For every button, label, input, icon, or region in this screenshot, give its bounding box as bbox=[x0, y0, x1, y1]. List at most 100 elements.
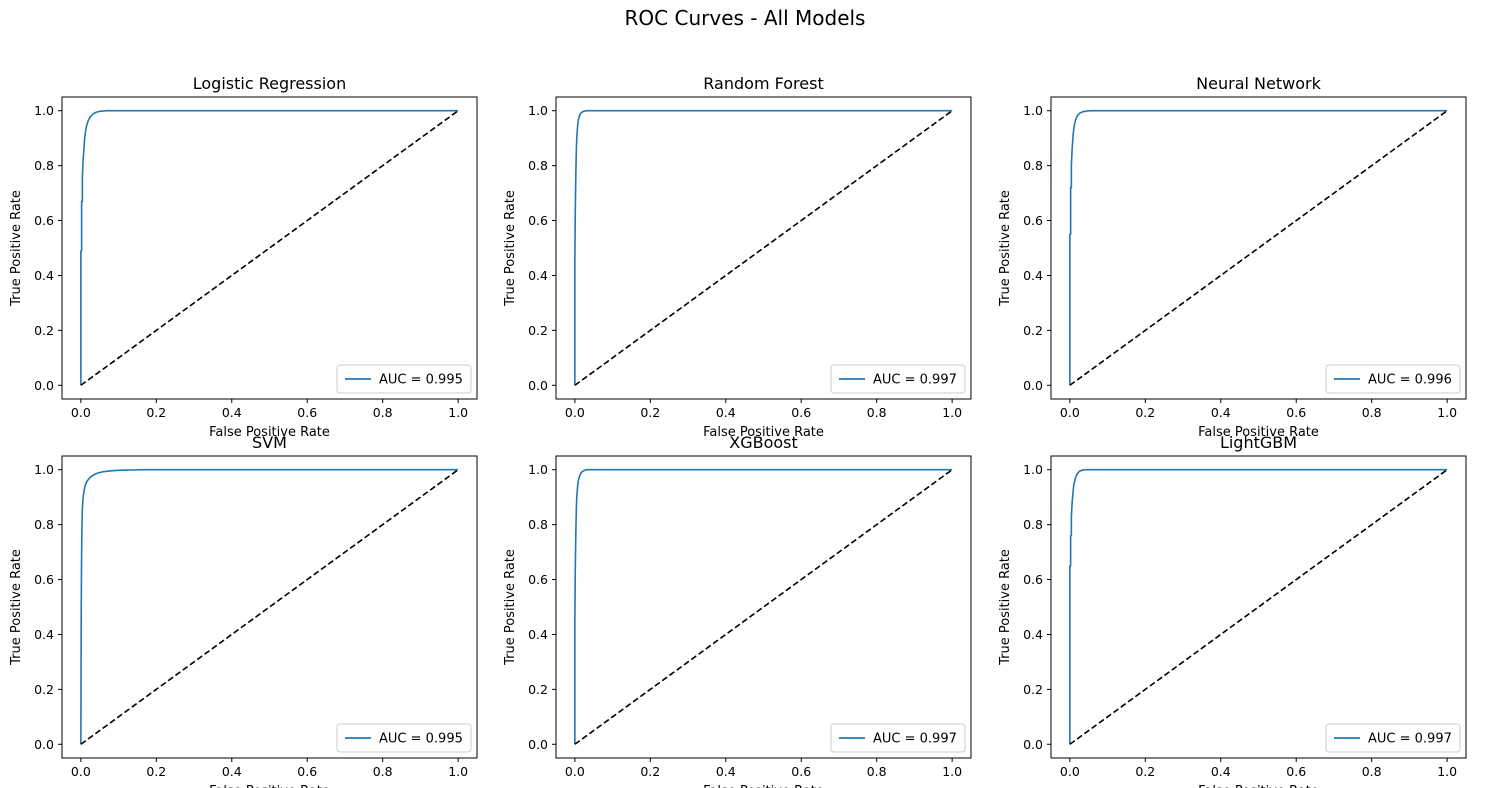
x-tick-label: 0.2 bbox=[640, 405, 660, 420]
y-tick-label: 0.0 bbox=[1023, 378, 1043, 393]
subplot-title: Random Forest bbox=[703, 74, 823, 93]
y-tick-label: 1.0 bbox=[34, 462, 54, 477]
y-axis-label: True Positive Rate bbox=[998, 549, 1013, 666]
subplot-grid: Logistic Regression 0.0 0.2 0.4 0.6 0.8 1.0 0.0… bbox=[9, 74, 1467, 788]
y-tick-label: 0.8 bbox=[1023, 158, 1043, 173]
x-tick-label: 0.6 bbox=[297, 405, 317, 420]
y-tick-label: 0.8 bbox=[528, 158, 548, 173]
plot-area bbox=[80, 109, 459, 386]
axes-frame bbox=[61, 455, 478, 759]
y-tick-label: 0.6 bbox=[528, 213, 548, 228]
x-axis-label: False Positive Rate bbox=[1198, 425, 1319, 440]
y-tick-label: 0.0 bbox=[34, 737, 54, 752]
plot-area bbox=[1069, 109, 1448, 386]
subplot-title: Logistic Regression bbox=[193, 74, 346, 93]
subplot-5: XGBoost 0.0 0.2 0.4 0.6 0.8 1.0 0.0 0.2 0.4 0.6 0.8… bbox=[503, 433, 972, 788]
subplot-title: SVM bbox=[252, 433, 287, 452]
x-axis-label: False Positive Rate bbox=[703, 425, 824, 440]
plot-area bbox=[1069, 468, 1448, 745]
y-tick-label: 0.2 bbox=[34, 682, 54, 697]
legend-label: AUC = 0.997 bbox=[873, 373, 957, 388]
y-tick-label: 0.6 bbox=[34, 213, 54, 228]
legend: AUC = 0.997 bbox=[830, 364, 966, 394]
y-tick-label: 1.0 bbox=[1023, 103, 1043, 118]
y-tick-label: 0.4 bbox=[34, 627, 54, 642]
x-tick-label: 1.0 bbox=[942, 764, 962, 779]
legend-label: AUC = 0.997 bbox=[873, 732, 957, 747]
legend-label: AUC = 0.997 bbox=[1368, 732, 1452, 747]
axes-frame bbox=[555, 96, 972, 400]
y-axis-label: True Positive Rate bbox=[503, 549, 518, 666]
x-tick-label: 0.4 bbox=[222, 405, 242, 420]
baseline-diagonal bbox=[574, 110, 953, 386]
y-tick-label: 0.2 bbox=[34, 323, 54, 338]
x-tick-label: 1.0 bbox=[942, 405, 962, 420]
y-axis-label: True Positive Rate bbox=[998, 190, 1013, 307]
x-tick-label: 0.6 bbox=[791, 764, 811, 779]
y-axis-label: True Positive Rate bbox=[503, 190, 518, 307]
x-tick-label: 0.4 bbox=[1211, 405, 1231, 420]
x-tick-label: 0.4 bbox=[1211, 764, 1231, 779]
y-tick-label: 0.4 bbox=[1023, 268, 1043, 283]
y-tick-label: 1.0 bbox=[528, 103, 548, 118]
baseline-diagonal bbox=[1069, 110, 1448, 386]
y-tick-label: 0.0 bbox=[34, 378, 54, 393]
subplot-4: SVM 0.0 0.2 0.4 0.6 0.8 1.0 0.0 0.2 0.4 0.6 0.8 1.0 F… bbox=[9, 433, 478, 788]
roc-curve bbox=[1069, 109, 1448, 386]
y-tick-label: 0.2 bbox=[528, 323, 548, 338]
x-tick-label: 1.0 bbox=[448, 405, 468, 420]
baseline-diagonal bbox=[80, 110, 459, 386]
y-tick-label: 0.8 bbox=[34, 517, 54, 532]
subplot-6: LightGBM 0.0 0.2 0.4 0.6 0.8 1.0 0.0 0.2 0.4 0.6 0.… bbox=[998, 433, 1467, 788]
legend-box bbox=[830, 364, 966, 394]
x-tick-label: 0.0 bbox=[1060, 764, 1080, 779]
subplot-1: Logistic Regression 0.0 0.2 0.4 0.6 0.8 1.0 0.0… bbox=[9, 74, 478, 440]
plot-area bbox=[80, 468, 459, 745]
legend: AUC = 0.995 bbox=[336, 364, 472, 394]
y-tick-label: 1.0 bbox=[528, 462, 548, 477]
x-tick-label: 0.0 bbox=[71, 764, 91, 779]
legend-label: AUC = 0.996 bbox=[1368, 373, 1452, 388]
legend: AUC = 0.997 bbox=[830, 723, 966, 753]
legend-label: AUC = 0.995 bbox=[379, 732, 463, 747]
y-tick-label: 0.4 bbox=[528, 627, 548, 642]
roc-curve bbox=[80, 109, 459, 386]
plot-area bbox=[574, 109, 953, 386]
subplot-title: XGBoost bbox=[729, 433, 798, 452]
subplot-3: Neural Network 0.0 0.2 0.4 0.6 0.8 1.0 0.0 0.2 0.… bbox=[998, 74, 1467, 440]
y-tick-label: 0.0 bbox=[528, 378, 548, 393]
axes-frame bbox=[1050, 455, 1467, 759]
roc-curve bbox=[574, 468, 953, 745]
plot-area bbox=[574, 468, 953, 745]
x-tick-label: 0.2 bbox=[146, 405, 166, 420]
legend: AUC = 0.996 bbox=[1325, 364, 1461, 394]
y-tick-label: 0.8 bbox=[1023, 517, 1043, 532]
x-axis-label: False Positive Rate bbox=[209, 784, 330, 788]
y-tick-label: 0.4 bbox=[34, 268, 54, 283]
baseline-diagonal bbox=[1069, 469, 1448, 745]
figure-title: ROC Curves - All Models bbox=[625, 6, 866, 30]
axes-frame bbox=[61, 96, 478, 400]
x-tick-label: 0.4 bbox=[716, 764, 736, 779]
x-tick-label: 0.6 bbox=[297, 764, 317, 779]
y-tick-label: 0.0 bbox=[528, 737, 548, 752]
x-tick-label: 0.0 bbox=[1060, 405, 1080, 420]
legend: AUC = 0.995 bbox=[336, 723, 472, 753]
x-tick-label: 0.8 bbox=[867, 764, 887, 779]
legend-label: AUC = 0.995 bbox=[379, 373, 463, 388]
y-tick-label: 0.4 bbox=[528, 268, 548, 283]
x-axis-label: False Positive Rate bbox=[703, 784, 824, 788]
x-tick-label: 0.4 bbox=[222, 764, 242, 779]
y-tick-label: 0.8 bbox=[34, 158, 54, 173]
legend-box bbox=[830, 723, 966, 753]
x-tick-label: 0.8 bbox=[1362, 764, 1382, 779]
x-tick-label: 0.0 bbox=[71, 405, 91, 420]
x-tick-label: 0.2 bbox=[146, 764, 166, 779]
y-tick-label: 0.0 bbox=[1023, 737, 1043, 752]
x-tick-label: 0.8 bbox=[373, 764, 393, 779]
legend-box bbox=[1325, 723, 1461, 753]
subplot-2: Random Forest 0.0 0.2 0.4 0.6 0.8 1.0 0.0 0.2 0.4… bbox=[503, 74, 972, 440]
roc-curve bbox=[574, 109, 953, 386]
